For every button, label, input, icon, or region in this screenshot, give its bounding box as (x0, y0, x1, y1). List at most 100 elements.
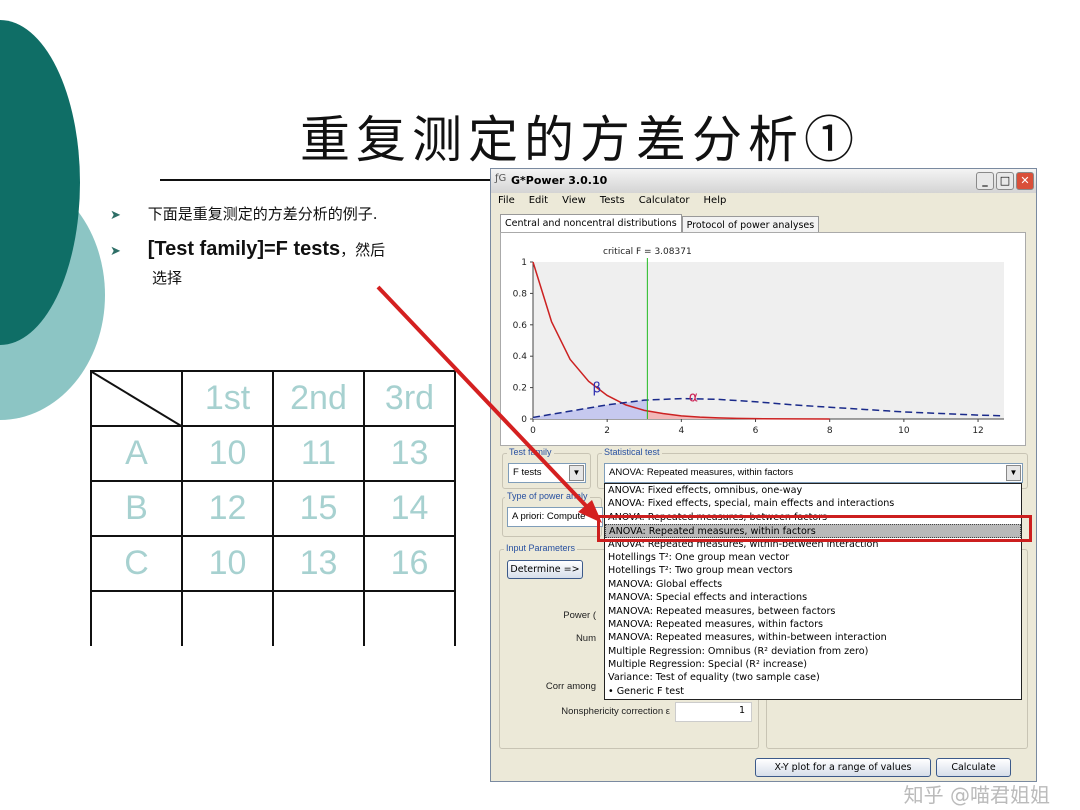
dropdown-option[interactable]: MANOVA: Global effects (608, 578, 723, 590)
y-tick-label: 0.4 (513, 352, 528, 362)
corr-among-label: Corr among (545, 681, 596, 692)
dropdown-option[interactable]: ANOVA: Fixed effects, special, main effe… (608, 498, 895, 510)
table-cell: 10 (181, 535, 274, 592)
y-tick-label: 0.6 (513, 321, 528, 331)
table-header: 3rd (363, 370, 456, 427)
dropdown-option[interactable]: ANOVA: Fixed effects, omnibus, one-way (608, 485, 803, 496)
y-tick-label: 1 (521, 258, 527, 268)
power-analysis-label: Type of power analy (505, 491, 590, 501)
dropdown-option[interactable]: Multiple Regression: Special (R² increas… (608, 659, 808, 671)
dropdown-option[interactable]: MANOVA: Repeated measures, within factor… (608, 618, 824, 630)
menu-tests[interactable]: Tests (599, 195, 625, 206)
table-cell (363, 590, 456, 646)
num-label: Num (575, 633, 596, 644)
dropdown-option[interactable]: MANOVA: Special effects and interactions (608, 592, 808, 604)
statistical-test-select[interactable]: ANOVA: Repeated measures, within factors… (604, 463, 1023, 483)
beta-area (533, 400, 648, 419)
tab-protocol[interactable]: Protocol of power analyses (681, 216, 820, 234)
bullet-2: ➤ [Test family]=F tests，然后 选择 (110, 236, 480, 291)
window-title: G*Power 3.0.10 (511, 174, 608, 187)
table-corner-cell (90, 370, 183, 427)
diagonal-line (92, 372, 183, 427)
minimize-button[interactable]: _ (976, 172, 994, 190)
test-family-select[interactable]: F tests ▼ (508, 463, 586, 483)
calculate-button[interactable]: Calculate (936, 758, 1011, 777)
dropdown-option[interactable]: ANOVA: Repeated measures, within-between… (608, 538, 879, 550)
statistical-test-dropdown-list: ANOVA: Fixed effects, omnibus, one-way AN… (604, 483, 1022, 700)
bullet-text: 下面是重复测定的方差分析的例子. (147, 205, 378, 223)
table-cell: 13 (272, 535, 365, 592)
xy-plot-button[interactable]: X-Y plot for a range of values (755, 758, 931, 777)
dropdown-option[interactable]: MANOVA: Repeated measures, between facto… (608, 605, 836, 617)
table-cell: B (90, 480, 183, 537)
maximize-button[interactable]: □ (996, 172, 1014, 190)
x-tick-label: 10 (898, 426, 910, 436)
critical-f-label: critical F = 3.08371 (603, 247, 692, 257)
input-parameters-label: Input Parameters (504, 543, 578, 553)
dropdown-option[interactable]: Hotellings T²: One group mean vector (608, 551, 790, 563)
plot-area (533, 262, 1004, 419)
table-header: 2nd (272, 370, 365, 427)
input-parameters-group: Input Parameters Determine => Power ( Nu… (499, 543, 759, 749)
menu-edit[interactable]: Edit (528, 195, 549, 206)
statistical-test-label: Statistical test (602, 447, 662, 457)
central-distribution-line (532, 261, 830, 420)
table-row: B 12 15 14 (90, 480, 456, 537)
dropdown-option[interactable]: Multiple Regression: Omnibus (R² deviati… (608, 645, 869, 657)
noncentral-distribution-line (532, 397, 1005, 419)
table-cell: A (90, 425, 183, 482)
menu-file[interactable]: File (498, 195, 515, 206)
distribution-chart: 0 2 4 6 8 10 12 0 0.2 0.4 0.6 0.8 1 critical F = 3.08… (513, 247, 1005, 436)
power-analysis-value: A priori: Compute (512, 511, 586, 522)
dropdown-option[interactable]: Variance: Test of equality (two sample c… (608, 672, 820, 684)
table-cell: 16 (363, 535, 456, 592)
close-button[interactable]: ✕ (1016, 172, 1034, 190)
table-cell: C (90, 535, 183, 592)
dropdown-option[interactable]: Hotellings T²: Two group mean vectors (608, 565, 793, 577)
gpower-window: ƒG G*Power 3.0.10 _ □ ✕ File Edit View T… (490, 168, 1037, 782)
chevron-down-icon[interactable]: ▼ (569, 465, 584, 481)
statistical-test-value: ANOVA: Repeated measures, within factors (609, 467, 794, 478)
bullet-text: 选择 (152, 269, 183, 287)
y-tick-label: 0.8 (513, 289, 528, 299)
x-tick-label: 2 (604, 426, 610, 436)
x-tick-label: 4 (678, 426, 684, 436)
menu-calculator[interactable]: Calculator (638, 195, 690, 206)
distribution-plot-panel: 0 2 4 6 8 10 12 0 0.2 0.4 0.6 0.8 1 critical F = 3.08… (500, 232, 1026, 446)
x-tick-label: 12 (972, 426, 983, 436)
menu-bar: File Edit View Tests Calculator Help (491, 193, 733, 211)
tab-distributions[interactable]: Central and noncentral distributions (500, 214, 682, 232)
beta-label: β (592, 380, 601, 396)
test-family-group: Test family F tests ▼ (502, 447, 591, 489)
bullet-text-bold: [Test family]=F tests (147, 238, 341, 260)
dropdown-option[interactable]: ANOVA: Repeated measures, within factors (605, 524, 1021, 538)
test-family-value: F tests (513, 467, 542, 478)
nonsphericity-label: Nonsphericity correction ε (561, 706, 670, 717)
dropdown-option[interactable]: • Generic F test (608, 685, 684, 697)
table-header-row: 1st 2nd 3rd (90, 370, 456, 427)
menu-view[interactable]: View (562, 195, 586, 206)
bullet-arrow-icon: ➤ (110, 208, 121, 223)
test-family-label: Test family (507, 447, 554, 457)
table-header: 1st (181, 370, 274, 427)
determine-button[interactable]: Determine => (507, 560, 583, 579)
bullet-text: ，然后 (340, 241, 386, 259)
table-cell: 11 (272, 425, 365, 482)
highlight-box (597, 515, 1032, 542)
power-label: Power ( (563, 610, 596, 621)
bullet-arrow-icon: ➤ (110, 244, 121, 259)
menu-help[interactable]: Help (703, 195, 727, 206)
bullet-1: ➤ 下面是重复测定的方差分析的例子. (110, 203, 377, 224)
table-cell: 10 (181, 425, 274, 482)
table-row: C 10 13 16 (90, 535, 456, 592)
x-tick-label: 0 (530, 426, 536, 436)
watermark: 知乎 @喵君姐姐 (903, 783, 1050, 807)
table-cell (181, 590, 274, 646)
data-table: 1st 2nd 3rd A 10 11 13 B 12 15 14 C 10 13 16 (90, 370, 456, 646)
chevron-down-icon[interactable]: ▼ (1006, 465, 1021, 481)
title-bar: ƒG G*Power 3.0.10 _ □ ✕ (491, 169, 1036, 193)
nonsphericity-input[interactable]: 1 (675, 702, 752, 722)
dropdown-option[interactable]: MANOVA: Repeated measures, within-betwee… (608, 632, 887, 644)
title-divider (160, 179, 490, 181)
